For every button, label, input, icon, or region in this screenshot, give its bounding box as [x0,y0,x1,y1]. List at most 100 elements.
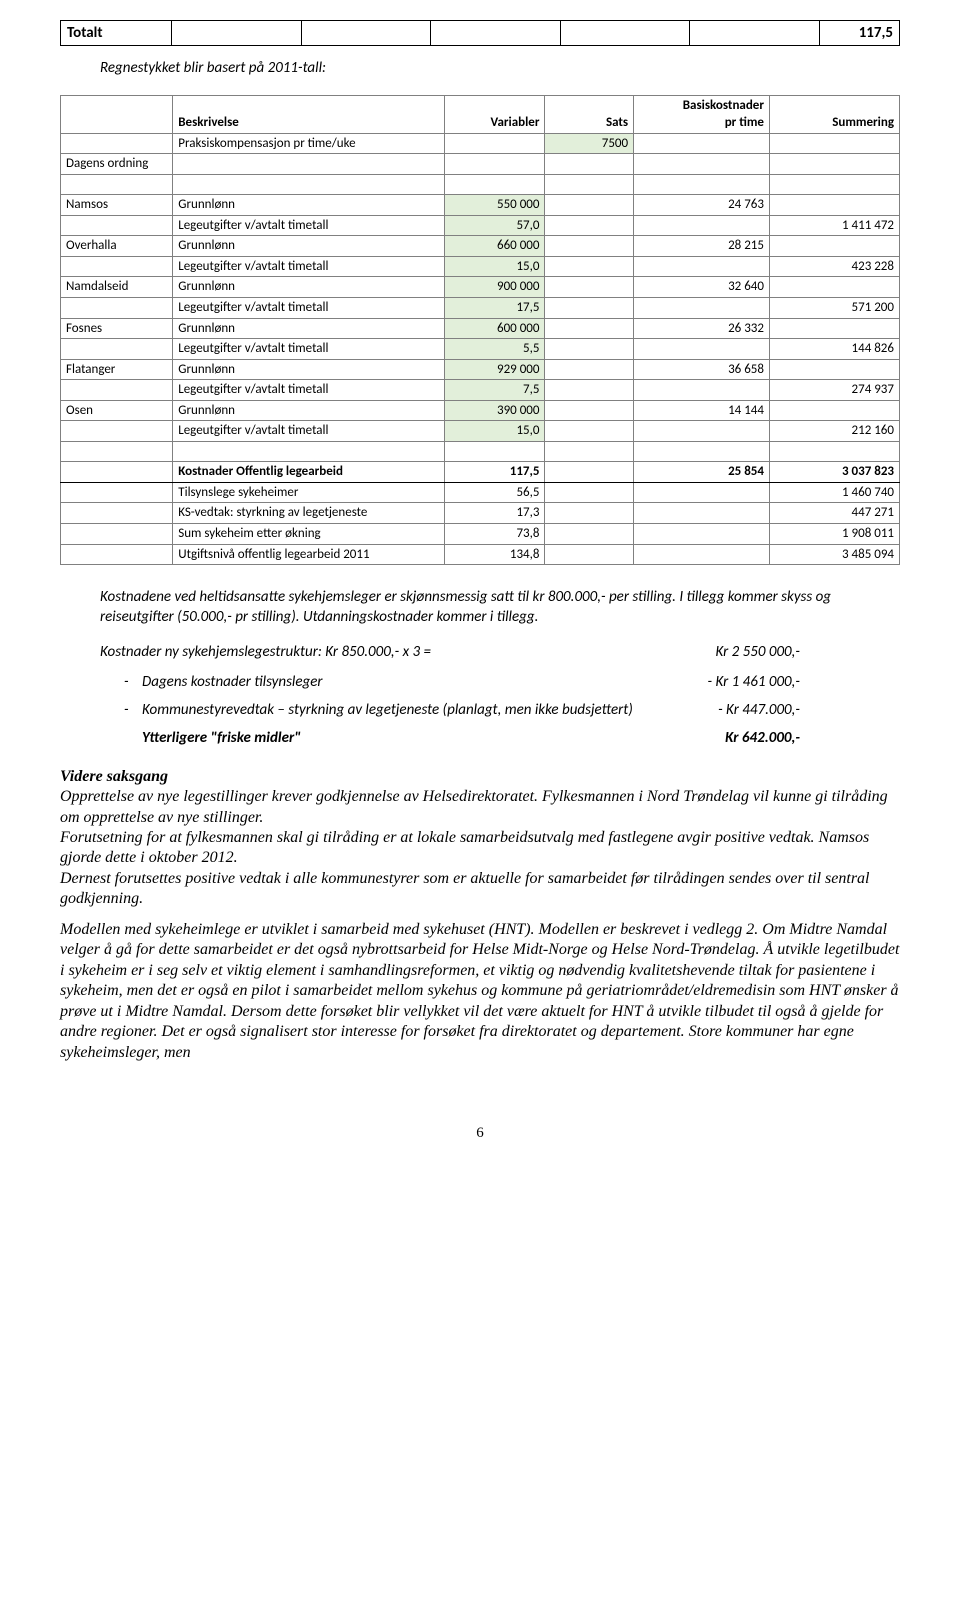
table-cell: Legeutgifter v/avtalt timetall [173,421,445,442]
table-row: Legeutgifter v/avtalt timetall57,01 411 … [61,215,900,236]
table-cell [634,523,770,544]
table-cell: 212 160 [769,421,899,442]
calculation-table: BeskrivelseVariablerSatsBasiskostnaderpr… [60,95,900,566]
table-cell: Osen [61,400,173,421]
table-cell: 390 000 [445,400,545,421]
table-cell [61,421,173,442]
table-cell [634,503,770,524]
cost-final-wrap: Ytterligere "friske midler" Kr 642.000,- [124,728,900,748]
table-cell [545,400,634,421]
totalt-label: Totalt [61,21,171,45]
table-cell: Grunnlønn [173,318,445,339]
table-cell [634,339,770,360]
table-cell [769,359,899,380]
table-cell [61,256,173,277]
table-cell [769,195,899,216]
table-cell: 1 908 011 [769,523,899,544]
table-cell: Grunnlønn [173,359,445,380]
table-row: Legeutgifter v/avtalt timetall7,5274 937 [61,380,900,401]
table-cell: Utgiftsnivå offentlig legearbeid 2011 [173,544,445,565]
table-cell [545,421,634,442]
prose-p1: Videre saksgang Opprettelse av nye leges… [60,767,900,910]
table-cell [545,195,634,216]
prose-p2-text: Forutsetning for at fylkesmannen skal gi… [60,829,869,866]
table-cell [634,133,770,154]
table-cell: Grunnlønn [173,195,445,216]
table-cell: 1 460 740 [769,482,899,503]
table-header-cell: Summering [769,95,899,133]
table-cell [545,523,634,544]
table-cell [545,256,634,277]
totalt-spacer [171,21,301,45]
prose-header: Videre saksgang [60,768,168,785]
table-cell [634,544,770,565]
table-cell: KS-vedtak: styrkning av legetjeneste [173,503,445,524]
table-cell [769,133,899,154]
table-cell [634,482,770,503]
totalt-spacer [430,21,560,45]
table-row: KS-vedtak: styrkning av legetjeneste17,3… [61,503,900,524]
table-cell [634,154,770,175]
table-cell: 7,5 [445,380,545,401]
prose-section: Videre saksgang Opprettelse av nye leges… [60,767,900,1064]
table-cell: 15,0 [445,256,545,277]
narrative-p1: Kostnadene ved heltidsansatte sykehjemsl… [100,587,860,628]
table-cell: 56,5 [445,482,545,503]
table-cell [61,482,173,503]
table-cell: 423 228 [769,256,899,277]
table-cell: 36 658 [634,359,770,380]
table-cell: 929 000 [445,359,545,380]
table-header-cell [61,95,173,133]
table-cell [634,297,770,318]
table-cell: Legeutgifter v/avtalt timetall [173,215,445,236]
cost-final-left: Ytterligere "friske midler" [142,728,660,748]
page-number: 6 [60,1123,900,1143]
table-cell: Flatanger [61,359,173,380]
cost-item-text: Dagens kostnader tilsynsleger [142,672,660,692]
table-cell: 25 854 [634,462,770,483]
bullet: - [124,700,142,720]
table-cell: Grunnlønn [173,277,445,298]
table-cell [173,154,445,175]
table-cell [61,297,173,318]
prose-p3-text: Dernest forutsettes positive vedtak i al… [60,870,870,907]
table-cell: Namsos [61,195,173,216]
table-cell [769,318,899,339]
table-cell [61,544,173,565]
table-header-cell: Variabler [445,95,545,133]
table-cell: 7500 [545,133,634,154]
table-cell: Legeutgifter v/avtalt timetall [173,297,445,318]
table-row: Sum sykeheim etter økning73,81 908 011 [61,523,900,544]
table-row: OverhallaGrunnlønn660 00028 215 [61,236,900,257]
table-cell [769,277,899,298]
table-cell: 57,0 [445,215,545,236]
narrative-block: Kostnadene ved heltidsansatte sykehjemsl… [100,587,860,628]
cost-item-amount: - Kr 447.000,- [660,700,800,720]
table-cell [634,215,770,236]
table-header-row: BeskrivelseVariablerSatsBasiskostnaderpr… [61,95,900,133]
table-cell [545,482,634,503]
table-cell: Praksiskompensasjon pr time/uke [173,133,445,154]
table-row: Praksiskompensasjon pr time/uke 7500 [61,133,900,154]
table-row: Dagens ordning [61,154,900,175]
table-cell [61,339,173,360]
table-cell: 17,5 [445,297,545,318]
table-cell: Fosnes [61,318,173,339]
cost-item-amount: - Kr 1 461 000,- [660,672,800,692]
table-header-cell: Basiskostnaderpr time [634,95,770,133]
table-cell [545,462,634,483]
cost-item: -Kommunestyrevedtak – styrkning av leget… [124,700,800,720]
table-cell [61,523,173,544]
table-cell: Kostnader Offentlig legearbeid [173,462,445,483]
cost-title-line: Kostnader ny sykehjemslegestruktur: Kr 8… [100,642,800,662]
table-header-cell: Beskrivelse [173,95,445,133]
table-cell: 3 485 094 [769,544,899,565]
table-cell: 3 037 823 [769,462,899,483]
table-cell [545,318,634,339]
table-cell: 24 763 [634,195,770,216]
table-row: Legeutgifter v/avtalt timetall15,0212 16… [61,421,900,442]
table-row: Legeutgifter v/avtalt timetall5,5144 826 [61,339,900,360]
cost-item-text: Kommunestyrevedtak – styrkning av legetj… [142,700,660,720]
table-cell [769,400,899,421]
table-cell: 660 000 [445,236,545,257]
